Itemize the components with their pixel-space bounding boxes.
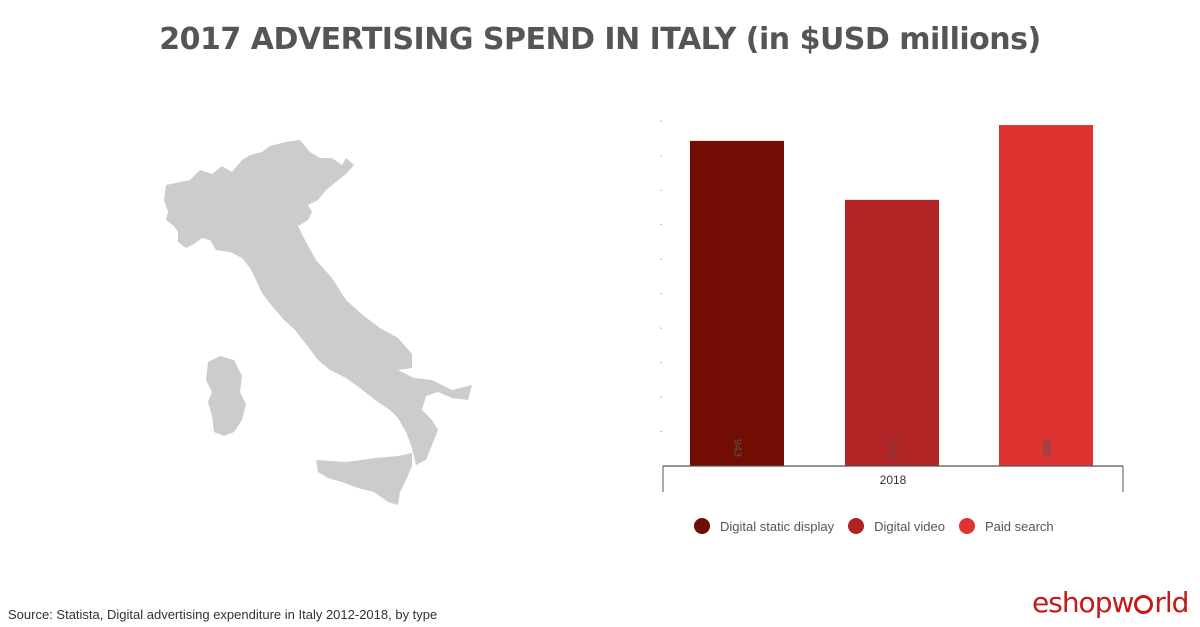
chart-title: 2017 ADVERTISING SPEND IN ITALY (in $USD… [159,22,1041,57]
bars [690,125,1093,467]
legend-swatch [958,518,975,534]
bar-digital-video [845,199,939,466]
legend-label: Digital video [874,518,945,534]
source-note: Source: Statista, Digital advertising ex… [8,607,438,622]
legend-label: Paid search [984,518,1054,534]
logo-text-start: eshopw [1032,585,1134,619]
sicily-shape [316,453,412,505]
legend-swatch [694,518,710,534]
y-axis-ticks [660,120,662,433]
legend-swatch [848,518,865,534]
bar-chart: 943 772 989 2018 [660,120,1124,492]
legend-item: Paid search [958,518,1054,534]
data-labels: 943 772 989 [731,439,1052,457]
mainland-italy-shape [164,140,472,465]
data-label: 772 [886,439,898,457]
legend-item: Digital video [848,518,945,534]
sardinia-shape [206,356,246,436]
data-label: 989 [1040,439,1052,457]
legend: Digital static display Digital video Paid … [694,516,1068,536]
legend-item: Digital static display [694,518,834,534]
x-axis: 2018 [662,465,1124,492]
bar-paid-search [999,125,1093,467]
x-tick-label: 2018 [880,473,907,487]
legend-label: Digital static display [720,518,835,534]
italy-map [164,140,472,505]
logo-text-end: rld [1154,585,1189,619]
data-label: 943 [731,439,743,457]
eshopworld-logo: eshopw rld [1032,585,1189,619]
bar-digital-static-display [690,140,784,466]
globe-icon [1134,594,1154,614]
